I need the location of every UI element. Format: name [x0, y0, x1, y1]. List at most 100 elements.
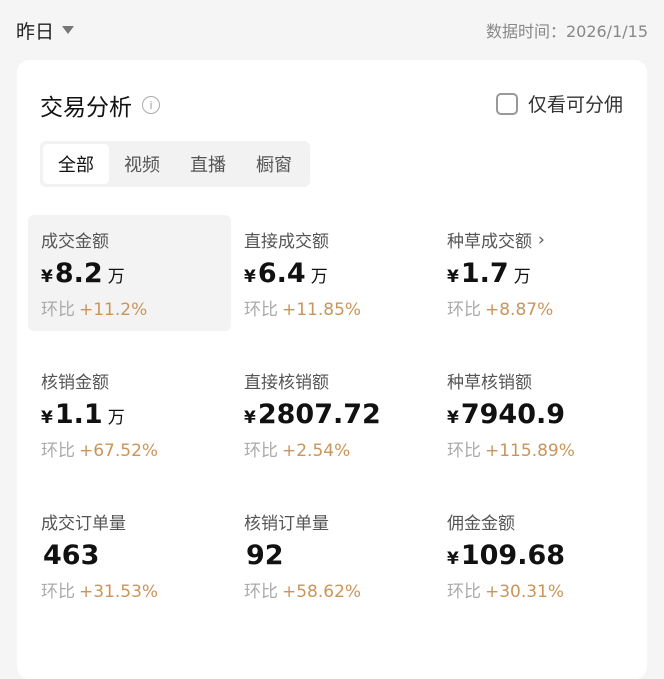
tab-live[interactable]: 直播	[190, 155, 226, 176]
compare-label: 环比	[244, 582, 278, 602]
metric-card[interactable]: 核销订单量 92 环比 +58.62%	[231, 497, 434, 613]
compare-label: 环比	[244, 300, 278, 320]
metric-unit: 万	[513, 267, 531, 287]
metric-compare: 环比 +115.89%	[447, 436, 638, 461]
currency-symbol: ¥	[244, 408, 256, 428]
compare-label: 环比	[41, 300, 75, 320]
top-bar: 昨日 数据时间：2026/1/15	[16, 16, 648, 44]
metric-unit: 万	[310, 267, 328, 287]
metric-number: 1.7	[460, 258, 509, 289]
metric-card[interactable]: 直接核销额 ¥2807.72 环比 +2.54%	[231, 356, 434, 472]
metric-card[interactable]: 核销金额 ¥1.1 万 环比 +67.52%	[28, 356, 231, 472]
card-title: 交易分析 i	[40, 88, 160, 122]
metric-label: 佣金金额	[447, 509, 638, 534]
currency-symbol: ¥	[41, 267, 53, 287]
metric-label-text: 成交订单量	[41, 514, 126, 534]
metric-label-text: 成交金额	[41, 232, 109, 252]
metric-label-text: 种草核销额	[447, 373, 532, 393]
channel-tabs: 全部 视频 直播 橱窗	[40, 141, 310, 187]
metric-value: ¥1.1 万	[41, 399, 231, 430]
metric-label: 种草成交额 ›	[447, 227, 638, 253]
currency-symbol: ¥	[41, 408, 53, 428]
tab-window[interactable]: 橱窗	[256, 155, 292, 176]
metric-label: 直接核销额	[244, 368, 434, 393]
metric-value: ¥8.2 万	[41, 258, 231, 289]
change-percent: +11.85%	[282, 300, 362, 320]
metric-value: 463	[41, 540, 231, 571]
metric-value: ¥109.68	[447, 540, 638, 571]
change-percent: +115.89%	[485, 441, 575, 461]
metric-value: 92	[244, 540, 434, 571]
metric-card[interactable]: 成交金额 ¥8.2 万 环比 +11.2%	[28, 215, 231, 331]
metric-compare: 环比 +2.54%	[244, 436, 434, 461]
data-time: 数据时间：2026/1/15	[485, 22, 648, 41]
currency-symbol: ¥	[447, 549, 459, 569]
metric-label-text: 核销订单量	[244, 514, 329, 534]
card-title-text: 交易分析	[40, 95, 132, 121]
metric-card[interactable]: 佣金金额 ¥109.68 环比 +30.31%	[434, 497, 638, 613]
change-percent: +67.52%	[79, 441, 159, 461]
period-selector[interactable]: 昨日	[16, 17, 75, 44]
metric-number: 6.4	[257, 258, 306, 289]
metric-unit: 万	[107, 408, 125, 428]
period-label: 昨日	[16, 20, 55, 43]
metric-compare: 环比 +58.62%	[244, 577, 434, 602]
metric-card[interactable]: 种草核销额 ¥7940.9 环比 +115.89%	[434, 356, 638, 472]
metric-number: 8.2	[54, 258, 103, 289]
compare-label: 环比	[447, 582, 481, 602]
change-percent: +31.53%	[79, 582, 159, 602]
metric-card[interactable]: 直接成交额 ¥6.4 万 环比 +11.85%	[231, 215, 434, 331]
metric-card[interactable]: 种草成交额 › ¥1.7 万 环比 +8.87%	[434, 215, 638, 331]
metric-label-text: 核销金额	[41, 373, 109, 393]
checkbox-label: 仅看可分佣	[527, 94, 623, 116]
metric-value: ¥2807.72	[244, 399, 434, 430]
metric-value: ¥7940.9	[447, 399, 638, 430]
metric-label-text: 佣金金额	[447, 514, 515, 534]
currency-symbol: ¥	[447, 267, 459, 287]
change-percent: +8.87%	[485, 300, 554, 320]
tab-video[interactable]: 视频	[124, 155, 160, 176]
change-percent: +30.31%	[485, 582, 565, 602]
info-icon[interactable]: i	[142, 96, 160, 114]
metric-label: 种草核销额	[447, 368, 638, 393]
metric-value: ¥6.4 万	[244, 258, 434, 289]
commission-only-checkbox[interactable]: 仅看可分佣	[495, 90, 623, 117]
metric-number: 2807.72	[257, 399, 381, 430]
metric-label: 成交订单量	[41, 509, 231, 534]
compare-label: 环比	[244, 441, 278, 461]
metric-label-text: 直接核销额	[244, 373, 329, 393]
change-percent: +2.54%	[282, 441, 351, 461]
metric-label: 直接成交额	[244, 227, 434, 252]
metrics-grid: 成交金额 ¥8.2 万 环比 +11.2% 直接成交额 ¥6.4 万 环比 +11.85%…	[28, 215, 638, 638]
metric-number: 109.68	[460, 540, 566, 571]
checkbox-icon[interactable]	[495, 92, 518, 115]
compare-label: 环比	[447, 441, 481, 461]
metric-compare: 环比 +11.85%	[244, 295, 434, 320]
currency-symbol: ¥	[244, 267, 256, 287]
metric-compare: 环比 +8.87%	[447, 295, 638, 320]
trade-analysis-card: 交易分析 i 仅看可分佣 全部 视频 直播 橱窗 成交金额 ¥8.2 万 环比 +1…	[17, 60, 647, 679]
metric-compare: 环比 +11.2%	[41, 295, 231, 320]
metric-label-text: 直接成交额	[244, 232, 329, 252]
currency-symbol: ¥	[447, 408, 459, 428]
change-percent: +11.2%	[79, 300, 148, 320]
compare-label: 环比	[41, 441, 75, 461]
metric-number: 463	[43, 540, 100, 571]
metric-compare: 环比 +30.31%	[447, 577, 638, 602]
tab-all[interactable]: 全部	[43, 144, 109, 184]
metric-number: 92	[246, 540, 284, 571]
caret-down-icon	[62, 26, 75, 34]
metric-card[interactable]: 成交订单量 463 环比 +31.53%	[28, 497, 231, 613]
metric-number: 7940.9	[460, 399, 566, 430]
metric-label: 成交金额	[41, 227, 231, 252]
metric-unit: 万	[107, 267, 125, 287]
metric-label: 核销金额	[41, 368, 231, 393]
metric-number: 1.1	[54, 399, 103, 430]
change-percent: +58.62%	[282, 582, 362, 602]
chevron-right-icon[interactable]: ›	[538, 229, 545, 250]
metric-label-text: 种草成交额	[447, 232, 532, 252]
compare-label: 环比	[447, 300, 481, 320]
metric-value: ¥1.7 万	[447, 258, 638, 289]
metric-compare: 环比 +67.52%	[41, 436, 231, 461]
metric-label: 核销订单量	[244, 509, 434, 534]
